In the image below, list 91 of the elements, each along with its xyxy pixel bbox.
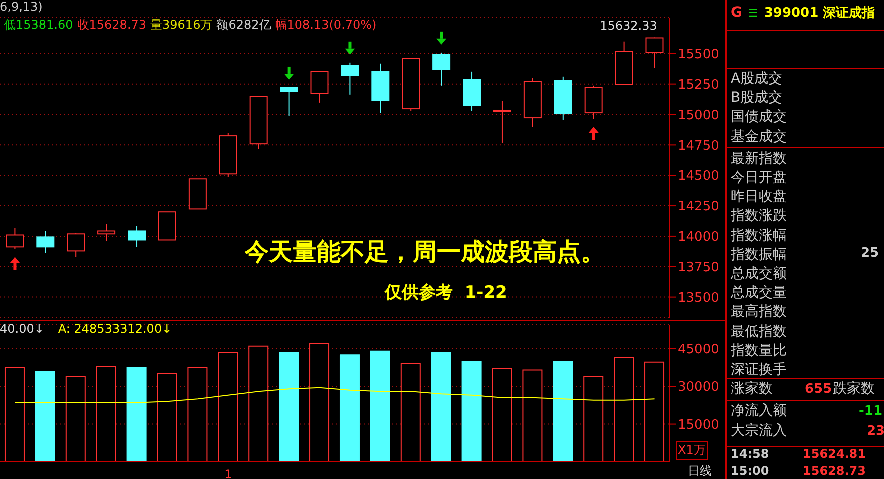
y-tick-label: 15250: [678, 78, 720, 93]
text: 总成交额: [731, 266, 787, 283]
y-tick-label: 13750: [678, 260, 720, 276]
bar: [126, 367, 147, 462]
y-tick-label: 14500: [678, 169, 720, 184]
text: G: [731, 5, 742, 21]
text: 今日开盘: [731, 170, 787, 187]
bar: [188, 367, 208, 462]
annotation: A: 248533312.00↓: [58, 322, 172, 336]
text: 23: [867, 423, 884, 440]
candlestick: [646, 37, 664, 69]
text: 最新指数: [731, 150, 787, 168]
bar: [279, 352, 300, 462]
candlestick: [341, 62, 360, 96]
bar: [522, 370, 543, 462]
text: 涨家数: [731, 381, 773, 398]
y-tick-label: 15000: [678, 108, 720, 124]
bar: [584, 376, 604, 462]
candlestick: [36, 230, 55, 254]
text: 15624.81: [803, 446, 866, 463]
y-tick-label: 14250: [678, 200, 720, 215]
y-tick-label: 14000: [678, 230, 720, 246]
bar: [157, 374, 178, 462]
text: 净流入额: [731, 403, 787, 420]
text: -11: [859, 403, 882, 420]
bar: [96, 366, 116, 462]
candlestick: [98, 224, 116, 242]
candlestick: [280, 87, 298, 116]
annotation: 额6282亿: [216, 17, 272, 34]
candlestick: [310, 71, 329, 104]
text: 655: [805, 381, 832, 398]
annotation: 量39616万: [150, 17, 213, 34]
bar: [310, 343, 330, 462]
candlestick: [67, 232, 86, 258]
bar: [340, 354, 360, 462]
text: B股成交: [731, 90, 783, 108]
candlestick: [6, 228, 24, 250]
candlestick: [128, 226, 146, 248]
bar: [492, 368, 512, 462]
annotation: 40.00↓: [0, 322, 44, 336]
x-tick-label: 1: [224, 468, 232, 479]
text: 25: [861, 245, 880, 262]
bar: [462, 360, 482, 462]
text: 大宗流入: [731, 423, 787, 440]
text: 总成交量: [731, 285, 787, 302]
text: 国债成交: [731, 109, 787, 126]
bar: [644, 362, 665, 462]
text: 6,9,13): [0, 0, 43, 14]
annotation: 15632.33: [600, 18, 658, 33]
bar: [400, 363, 421, 462]
candlestick: [432, 52, 451, 86]
annotation: 今天量能不足，周一成波段高点。: [245, 237, 605, 268]
annotation: 低15381.60: [4, 17, 74, 34]
bar: [614, 357, 634, 462]
text: ☰: [748, 6, 758, 20]
text: 399001 深证成指: [764, 5, 876, 22]
text: 指数涨幅: [731, 228, 787, 245]
bar: [4, 367, 25, 462]
annotation: 仅供参考 1-22: [385, 282, 508, 304]
bar: [431, 352, 452, 462]
candlestick: [493, 100, 512, 144]
bar: [35, 371, 56, 462]
text: 指数涨跌: [731, 208, 787, 226]
text: 14:58: [731, 446, 770, 463]
line-series: [14, 387, 656, 404]
bar: [218, 352, 238, 462]
text: 深证换手: [731, 362, 787, 379]
text: A股成交: [731, 71, 783, 88]
text: 指数振幅: [731, 246, 787, 264]
text: 跌家数: [833, 381, 875, 398]
bar: [248, 346, 269, 462]
text: 基金成交: [731, 128, 787, 146]
bar: [370, 350, 390, 462]
y-tick-label: 45000: [678, 342, 720, 358]
y-tick-label: 15000: [678, 418, 720, 433]
text: 昨日收盘: [731, 189, 787, 206]
y-axis-title: X1万: [676, 441, 708, 460]
annotation: 幅108.13(0.70%): [275, 17, 377, 34]
y-tick-label: 30000: [678, 380, 720, 396]
y-tick-label: 14750: [678, 138, 720, 154]
bar: [66, 376, 86, 462]
text: 最低指数: [731, 324, 787, 341]
y-tick-label: 13500: [678, 290, 720, 306]
y-tick-label: 15500: [678, 48, 720, 63]
text: 日线: [688, 463, 712, 479]
annotation: 收15628.73: [77, 17, 147, 34]
text: 15:00: [731, 463, 770, 479]
bar: [553, 360, 574, 462]
text: 最高指数: [731, 304, 787, 322]
text: 15628.73: [803, 463, 866, 479]
text: 指数量比: [731, 342, 787, 360]
